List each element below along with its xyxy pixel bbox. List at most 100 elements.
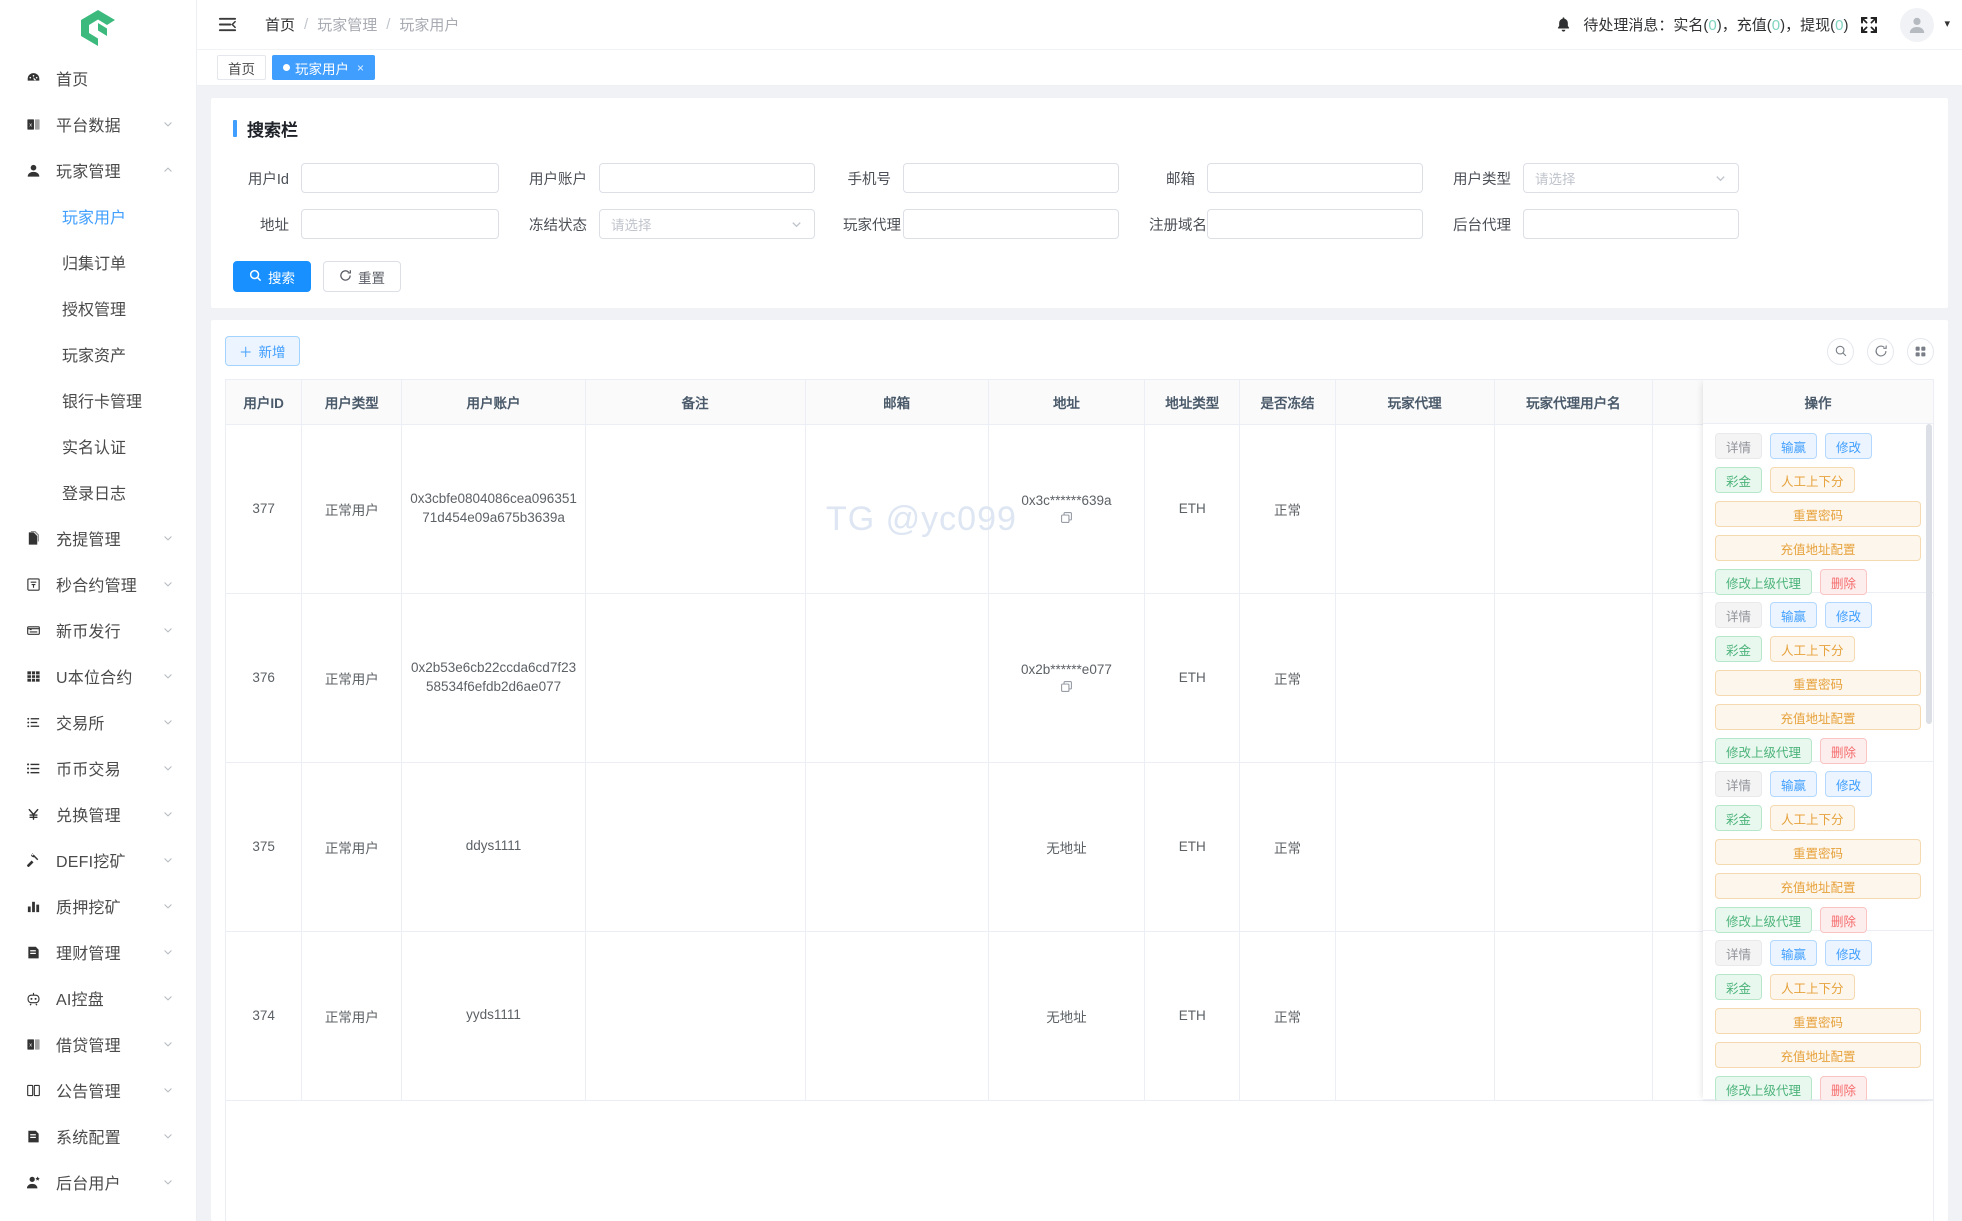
breadcrumb-item-1[interactable]: 玩家管理	[317, 17, 378, 34]
breadcrumb-item-0[interactable]: 首页	[265, 17, 296, 34]
breadcrumb-item-2[interactable]: 玩家用户	[399, 17, 460, 34]
action-button-1[interactable]: 输赢	[1770, 433, 1818, 459]
action-button-4[interactable]: 人工上下分	[1770, 467, 1855, 493]
action-button-2[interactable]: 修改	[1825, 771, 1873, 797]
sidebar-item-18[interactable]: 系统管理	[0, 1205, 196, 1221]
sidebar-subitem-2-4[interactable]: 银行卡管理	[0, 377, 196, 423]
sidebar-item-10[interactable]: DEFI挖矿	[0, 837, 196, 883]
search-input-phone[interactable]	[903, 163, 1119, 193]
sidebar-item-14[interactable]: x 借贷管理	[0, 1021, 196, 1067]
search-input-user-id[interactable]	[301, 163, 499, 193]
sidebar-item-13[interactable]: AI控盘	[0, 975, 196, 1021]
sidebar-item-15[interactable]: 公告管理	[0, 1067, 196, 1113]
search-input-register-domain[interactable]	[1207, 209, 1423, 239]
action-button-3[interactable]: 彩金	[1715, 636, 1763, 662]
search-input-email[interactable]	[1207, 163, 1423, 193]
bell-icon[interactable]	[1555, 16, 1573, 34]
action-button-0[interactable]: 详情	[1715, 940, 1763, 966]
fullscreen-icon[interactable]	[1860, 16, 1878, 34]
search-select-frozen-status[interactable]: 请选择	[599, 209, 815, 239]
action-button-3[interactable]: 彩金	[1715, 467, 1763, 493]
sidebar-subitem-2-2[interactable]: 授权管理	[0, 285, 196, 331]
search-icon[interactable]	[1827, 337, 1854, 365]
sidebar-item-8[interactable]: 币币交易	[0, 745, 196, 791]
columns-icon[interactable]	[1907, 337, 1934, 365]
action-button-6[interactable]: 充值地址配置	[1715, 873, 1921, 899]
action-button-3[interactable]: 彩金	[1715, 805, 1763, 831]
logo[interactable]	[0, 0, 196, 55]
add-button[interactable]: ＋ 新增	[225, 336, 300, 366]
sidebar-item-9[interactable]: 兑换管理	[0, 791, 196, 837]
sidebar-subitem-2-1[interactable]: 归集订单	[0, 239, 196, 285]
sidebar-item-6[interactable]: U本位合约	[0, 653, 196, 699]
sidebar-item-label: 玩家管理	[56, 164, 121, 181]
search-input-user-account[interactable]	[599, 163, 815, 193]
action-button-0[interactable]: 详情	[1715, 771, 1763, 797]
copy-icon[interactable]	[1060, 511, 1073, 524]
action-button-5[interactable]: 重置密码	[1715, 1008, 1921, 1034]
action-button-8[interactable]: 删除	[1820, 907, 1868, 933]
search-button[interactable]: 搜索	[233, 261, 311, 292]
action-button-7[interactable]: 修改上级代理	[1715, 1076, 1813, 1100]
search-input-address[interactable]	[301, 209, 499, 239]
action-button-1[interactable]: 输赢	[1770, 602, 1818, 628]
action-button-2[interactable]: 修改	[1825, 940, 1873, 966]
action-column-header: 操作	[1703, 380, 1933, 424]
chevron-down-icon	[162, 946, 174, 958]
action-button-8[interactable]: 删除	[1820, 1076, 1868, 1100]
action-button-7[interactable]: 修改上级代理	[1715, 738, 1813, 764]
table-scroll-container[interactable]: TG @yc099 用户ID 用户类型 用户账户 备注 邮箱 地址 地址类型 是否冻结 玩家代理…	[225, 379, 1934, 1221]
sidebar-item-2[interactable]: 玩家管理	[0, 147, 196, 193]
search-input-admin-agent[interactable]	[1523, 209, 1739, 239]
action-cell: 详情 输赢 修改彩金 人工上下分重置密码充值地址配置 修改上级代理 删除	[1703, 593, 1933, 764]
sidebar-item-12[interactable]: 理财管理	[0, 929, 196, 975]
action-button-6[interactable]: 充值地址配置	[1715, 704, 1921, 730]
hamburger-icon[interactable]	[217, 14, 239, 36]
sidebar-item-4[interactable]: 秒合约管理	[0, 561, 196, 607]
sidebar-item-5[interactable]: 新币发行	[0, 607, 196, 653]
avatar[interactable]	[1900, 7, 1935, 42]
action-button-3[interactable]: 彩金	[1715, 974, 1763, 1000]
sidebar-subitem-2-0[interactable]: 玩家用户	[0, 193, 196, 239]
action-button-1[interactable]: 输赢	[1770, 940, 1818, 966]
sidebar-item-0[interactable]: 首页	[0, 55, 196, 101]
action-button-0[interactable]: 详情	[1715, 602, 1763, 628]
action-button-6[interactable]: 充值地址配置	[1715, 1042, 1921, 1068]
action-button-4[interactable]: 人工上下分	[1770, 636, 1855, 662]
sidebar-item-11[interactable]: 质押挖矿	[0, 883, 196, 929]
sidebar-subitem-2-5[interactable]: 实名认证	[0, 423, 196, 469]
action-button-4[interactable]: 人工上下分	[1770, 974, 1855, 1000]
sidebar-item-1[interactable]: x 平台数据	[0, 101, 196, 147]
sidebar-item-7[interactable]: 交易所	[0, 699, 196, 745]
action-button-1[interactable]: 输赢	[1770, 771, 1818, 797]
tab-home[interactable]: 首页	[217, 55, 266, 80]
action-button-5[interactable]: 重置密码	[1715, 670, 1921, 696]
search-input-player-agent[interactable]	[903, 209, 1119, 239]
reset-button[interactable]: 重置	[323, 261, 401, 292]
action-button-7[interactable]: 修改上级代理	[1715, 907, 1813, 933]
caret-down-icon[interactable]: ▾	[1944, 17, 1950, 30]
action-button-6[interactable]: 充值地址配置	[1715, 535, 1921, 561]
action-button-8[interactable]: 删除	[1820, 738, 1868, 764]
sidebar-subitem-2-3[interactable]: 玩家资产	[0, 331, 196, 377]
action-button-2[interactable]: 修改	[1825, 602, 1873, 628]
sidebar-item-16[interactable]: 系统配置	[0, 1113, 196, 1159]
action-button-0[interactable]: 详情	[1715, 433, 1763, 459]
tab-player-users[interactable]: 玩家用户 ×	[272, 55, 376, 80]
chevron-down-icon	[162, 854, 174, 866]
sidebar-subitem-2-6[interactable]: 登录日志	[0, 469, 196, 515]
sidebar-item-17[interactable]: 后台用户	[0, 1159, 196, 1205]
copy-icon[interactable]	[1060, 680, 1073, 693]
vertical-scrollbar[interactable]	[1926, 424, 1932, 724]
action-button-7[interactable]: 修改上级代理	[1715, 569, 1813, 595]
refresh-icon[interactable]	[1867, 337, 1894, 365]
tab-close-icon[interactable]: ×	[357, 60, 365, 75]
action-button-4[interactable]: 人工上下分	[1770, 805, 1855, 831]
sidebar-subitem-label: 玩家用户	[62, 210, 127, 227]
action-button-5[interactable]: 重置密码	[1715, 501, 1921, 527]
sidebar-item-3[interactable]: 充提管理	[0, 515, 196, 561]
action-button-8[interactable]: 删除	[1820, 569, 1868, 595]
search-select-user-type[interactable]: 请选择	[1523, 163, 1739, 193]
action-button-5[interactable]: 重置密码	[1715, 839, 1921, 865]
action-button-2[interactable]: 修改	[1825, 433, 1873, 459]
